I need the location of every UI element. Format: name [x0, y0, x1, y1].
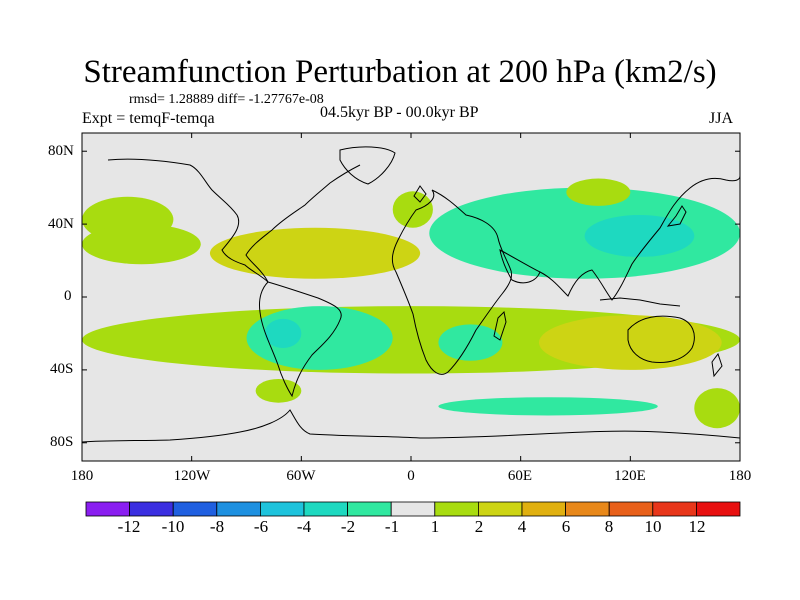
colorbar-swatch	[608, 501, 654, 517]
colorbar-swatch	[652, 501, 697, 517]
season-label: JJA	[709, 110, 734, 127]
map-panel	[82, 133, 740, 461]
anomaly-fields	[82, 178, 740, 429]
lon-tick-120e: 120E	[614, 468, 646, 484]
north-america-east-coast	[245, 164, 361, 283]
anomaly-region-siberia-high	[566, 178, 631, 206]
colorbar-swatch	[129, 501, 174, 517]
colorbar-label: -10	[161, 517, 185, 536]
lon-tick-60e: 60E	[507, 468, 533, 484]
british-isles-coast	[413, 185, 427, 203]
greenland-coast	[339, 146, 396, 185]
north-america-coast	[107, 158, 269, 283]
lat-tick-40n: 40N	[48, 216, 74, 232]
colorbar-swatch	[347, 501, 392, 517]
colorbar-label: 10	[644, 517, 662, 536]
anomaly-region-asia-subtropical	[429, 187, 740, 279]
new-zealand-coast	[711, 352, 723, 378]
chart-title: Streamfunction Perturbation at 200 hPa (…	[83, 54, 717, 90]
colorbar-label: 1	[430, 517, 440, 536]
lon-tick-120w: 120W	[173, 468, 211, 484]
anomaly-region-south-pacific-west	[694, 388, 740, 429]
lat-tick-80n: 80N	[48, 143, 74, 159]
colorbar-label: 8	[604, 517, 614, 536]
anomaly-region-south-america-core	[264, 318, 302, 349]
lat-tick-40s: 40S	[50, 361, 74, 377]
colorbar-label: -12	[117, 517, 141, 536]
lon-tick-0: 0	[407, 468, 415, 484]
anomaly-region-north-pacific-central	[82, 224, 201, 265]
lon-tick-180w: 180	[70, 468, 94, 484]
colorbar-label: -1	[384, 517, 400, 536]
anomaly-region-australia-ridge	[538, 315, 722, 370]
coastlines	[82, 146, 740, 443]
indonesia-coast	[599, 297, 681, 307]
colorbar-swatch	[565, 501, 610, 517]
anomaly-region-south-pacific-east	[255, 379, 302, 403]
axis-ticks	[81, 133, 741, 461]
colorbar-swatch	[216, 501, 261, 517]
colorbar-swatch	[434, 501, 479, 517]
colorbar-label: 12	[688, 517, 706, 536]
colorbar-swatch	[259, 501, 305, 517]
south-america-coast	[259, 281, 342, 398]
colorbar	[85, 501, 741, 517]
experiment-label: Expt = temqF-temqa	[82, 110, 215, 127]
anomaly-region-europe-north-atlantic	[392, 191, 433, 228]
colorbar-swatch	[172, 501, 218, 517]
arabia-coast	[499, 249, 541, 284]
colorbar-label: 2	[474, 517, 484, 536]
map-background	[82, 133, 740, 461]
colorbar-swatch	[521, 501, 566, 517]
colorbar-label: 6	[561, 517, 571, 536]
lon-tick-60w: 60W	[286, 468, 316, 484]
colorbar-swatch	[303, 501, 348, 517]
australia-coast	[627, 315, 695, 363]
japan-coast	[666, 205, 687, 227]
anomaly-region-east-asia-core	[584, 215, 695, 257]
lat-tick-80s: 80S	[50, 434, 74, 450]
colorbar-label: -2	[340, 517, 356, 536]
colorbar-swatch	[390, 501, 436, 517]
colorbar-label: -8	[209, 517, 225, 536]
anomaly-region-indian-ocean-trough	[438, 324, 503, 361]
asia-coast	[539, 175, 740, 301]
colorbar-label: -4	[296, 517, 312, 536]
europe-africa-coast	[391, 189, 513, 375]
stats-text: rmsd= 1.28889 diff= -1.27767e-08	[129, 92, 324, 107]
antarctica-coast	[82, 409, 740, 443]
anomaly-region-southern-ocean-trough	[438, 397, 658, 416]
period-label: 04.5kyr BP - 00.0kyr BP	[320, 104, 479, 121]
colorbar-swatch	[477, 501, 523, 517]
madagascar-coast	[493, 310, 507, 341]
lat-tick-0: 0	[64, 288, 72, 304]
colorbar-swatch	[85, 501, 130, 517]
colorbar-label: 4	[517, 517, 527, 536]
colorbar-swatch	[696, 501, 741, 517]
colorbar-label: -6	[253, 517, 269, 536]
anomaly-region-north-atlantic-core	[237, 238, 348, 270]
lon-tick-180e: 180	[728, 468, 752, 484]
